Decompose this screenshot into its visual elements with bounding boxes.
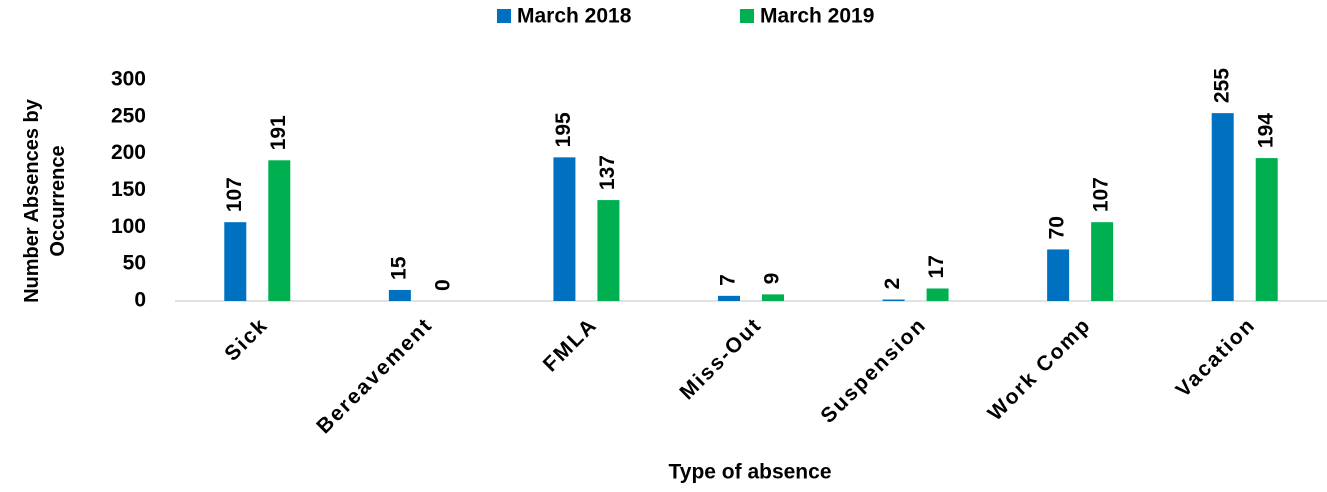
bar — [224, 222, 247, 301]
data-label: 255 — [1210, 68, 1233, 103]
bar — [762, 294, 784, 301]
x-tick-label: Work Comp — [984, 313, 1096, 425]
bar — [718, 295, 740, 301]
data-label: 195 — [552, 112, 575, 147]
y-tick-label: 300 — [111, 68, 146, 91]
y-tick-label: 50 — [123, 252, 146, 275]
y-tick-label: 250 — [111, 104, 146, 127]
x-tick-label: Sick — [220, 313, 272, 365]
data-label: 194 — [1254, 113, 1277, 148]
data-label: 107 — [1090, 177, 1113, 212]
bar — [388, 289, 411, 301]
data-label: 15 — [387, 256, 410, 280]
y-tick-label: 150 — [111, 178, 146, 201]
legend-swatch — [740, 9, 754, 23]
bar — [553, 157, 576, 301]
bar — [1255, 158, 1278, 301]
data-label: 191 — [267, 115, 290, 150]
bar — [1047, 249, 1070, 301]
data-label: 0 — [431, 279, 454, 291]
bar — [882, 299, 905, 301]
x-tick-label: Bereavement — [312, 313, 437, 438]
data-label: 70 — [1046, 216, 1069, 239]
x-axis-title: Type of absence — [669, 461, 832, 484]
x-tick-label: Suspension — [816, 313, 931, 428]
x-tick-label: Vacation — [1172, 313, 1261, 402]
data-label: 2 — [881, 278, 904, 290]
x-tick-label: Miss-Out — [675, 313, 766, 404]
bar — [268, 160, 291, 301]
bar — [1211, 113, 1234, 302]
data-label: 17 — [925, 255, 948, 278]
legend-label: March 2018 — [517, 5, 632, 28]
bar — [926, 288, 949, 301]
data-label: 137 — [596, 155, 619, 190]
y-axis-title: Number Absences by Occurrence — [21, 99, 69, 303]
y-tick-label: 100 — [111, 215, 146, 238]
y-tick-label: 0 — [134, 289, 146, 312]
data-label: 9 — [761, 273, 784, 285]
bar — [597, 200, 620, 301]
data-label: 107 — [223, 177, 246, 212]
bar — [1091, 222, 1114, 301]
y-tick-label: 200 — [111, 141, 146, 164]
legend-swatch — [497, 9, 511, 23]
data-label: 7 — [717, 274, 740, 286]
legend-label: March 2019 — [760, 5, 874, 28]
x-tick-label: FMLA — [539, 313, 602, 376]
